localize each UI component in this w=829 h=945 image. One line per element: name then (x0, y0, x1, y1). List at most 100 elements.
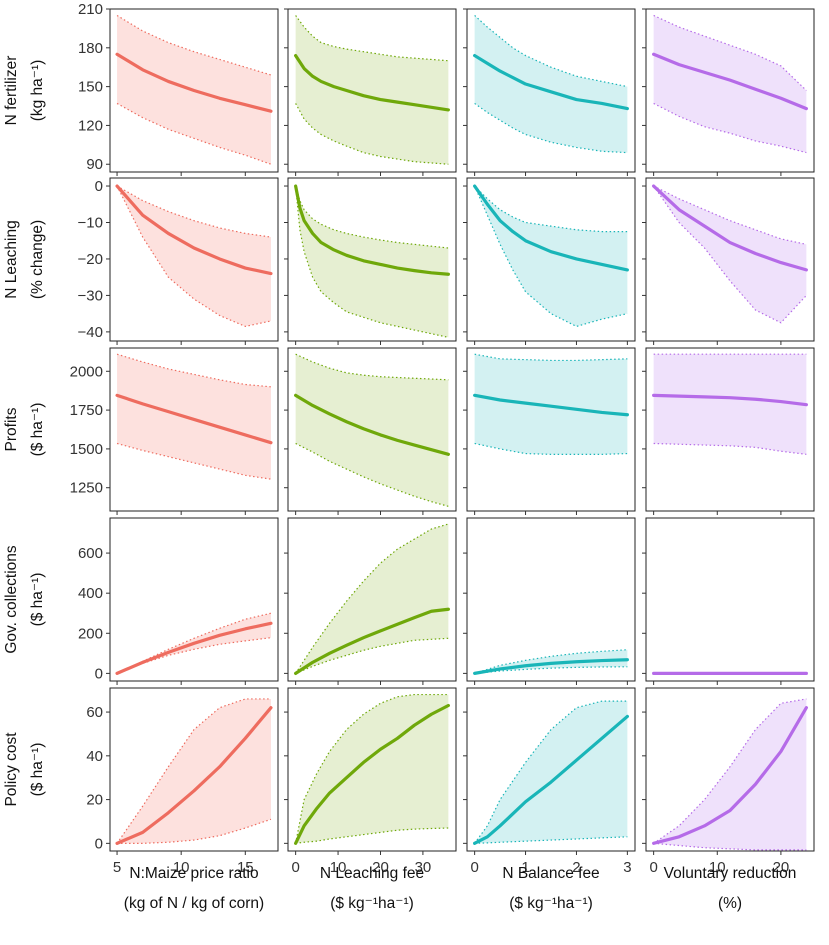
y-tick-label-profits: 2000 (70, 363, 103, 380)
panel-frame-profits-leaching (287, 347, 457, 512)
panel-frame-fertilizer-balance (466, 8, 636, 173)
panel-frame-leaching_change-voluntary (645, 177, 815, 342)
y-tick-label-fertilizer: 90 (86, 156, 103, 173)
row-title-profits: Profits (3, 407, 20, 451)
lower-bound-fertilizer-leaching (295, 103, 449, 165)
row-unit-collections: ($ ha⁻¹) (29, 573, 46, 627)
column-unit-leaching: ($ kg⁻¹ha⁻¹) (330, 895, 414, 912)
lower-bound-leaching_change-voluntary (653, 185, 807, 324)
panel-frame-collections-voluntary (645, 517, 815, 682)
lower-bound-leaching_change-price (116, 185, 272, 328)
median-line-collections-balance (473, 658, 629, 675)
row-unit-fertilizer: (kg ha⁻¹) (29, 60, 46, 122)
column-title-leaching: N Leaching fee (320, 865, 424, 882)
y-tick-label-policy_cost: 0 (95, 835, 103, 852)
upper-bound-leaching_change-leaching (295, 185, 449, 249)
x-tick-label-leaching: 20 (372, 859, 389, 876)
upper-bound-policy_cost-price (116, 698, 271, 844)
median-line-policy_cost-leaching (294, 703, 450, 845)
ribbon-profits-voluntary (653, 354, 807, 455)
ribbon-fertilizer-voluntary (653, 15, 807, 153)
panel-frame-fertilizer-price (109, 8, 279, 173)
ribbon-profits-price (117, 354, 271, 480)
x-tick-label-voluntary: 20 (773, 859, 790, 876)
column-unit-balance: ($ kg⁻¹ha⁻¹) (509, 895, 593, 912)
median-line-policy_cost-price (115, 706, 273, 845)
y-tick-label-profits: 1500 (70, 441, 103, 458)
median-line-profits-leaching (294, 393, 450, 456)
upper-bound-policy_cost-balance (474, 700, 628, 844)
panel-frame-profits-price (109, 347, 279, 512)
upper-bound-policy_cost-leaching (295, 693, 449, 844)
column-title-balance: N Balance fee (502, 865, 599, 882)
upper-bound-leaching_change-price (116, 185, 272, 238)
row-unit-policy_cost: ($ ha⁻¹) (29, 743, 46, 797)
x-tick-label-balance: 0 (470, 859, 478, 876)
median-line-fertilizer-voluntary (652, 52, 808, 111)
lower-bound-profits-price (116, 442, 272, 480)
panel-frame-policy_cost-voluntary (645, 687, 815, 852)
y-tick-label-fertilizer: 180 (78, 40, 103, 57)
median-line-fertilizer-balance (473, 53, 629, 111)
lower-bound-fertilizer-voluntary (653, 102, 807, 154)
ribbon-policy_cost-leaching (295, 694, 449, 844)
median-line-policy_cost-balance (473, 714, 629, 845)
y-tick-label-fertilizer: 150 (78, 79, 103, 96)
y-tick-label-leaching_change: −40 (78, 324, 103, 341)
x-tick-label-balance: 3 (623, 859, 631, 876)
median-line-collections-price (115, 621, 273, 675)
upper-bound-fertilizer-leaching (295, 15, 449, 62)
row-title-fertilizer: N fertilizer (3, 56, 20, 126)
upper-bound-fertilizer-price (116, 14, 272, 76)
row-title-collections: Gov. collections (3, 545, 20, 654)
x-tick-label-balance: 1 (521, 859, 529, 876)
ribbon-leaching_change-price (117, 186, 271, 327)
panel-frame-leaching_change-balance (466, 177, 636, 342)
y-tick-label-collections: 600 (78, 545, 103, 562)
panel-frame-fertilizer-voluntary (645, 8, 815, 173)
lower-bound-policy_cost-price (117, 818, 272, 844)
panel-frame-policy_cost-balance (466, 687, 636, 852)
row-unit-profits: ($ ha⁻¹) (29, 403, 46, 457)
x-tick-label-leaching: 30 (415, 859, 432, 876)
y-tick-label-profits: 1250 (70, 480, 103, 497)
median-line-leaching_change-voluntary (652, 184, 808, 272)
y-tick-label-policy_cost: 40 (86, 748, 103, 765)
y-tick-label-leaching_change: −10 (78, 214, 103, 231)
upper-bound-policy_cost-voluntary (653, 698, 807, 844)
ribbon-fertilizer-balance (474, 15, 628, 153)
lower-bound-leaching_change-leaching (295, 185, 449, 338)
median-line-profits-balance (473, 393, 629, 417)
x-tick-label-leaching: 10 (330, 859, 347, 876)
y-tick-label-collections: 200 (78, 625, 103, 642)
row-title-leaching_change: N Leaching (3, 220, 20, 298)
median-line-fertilizer-leaching (294, 53, 450, 112)
ribbon-policy_cost-balance (474, 701, 628, 844)
ribbon-profits-balance (474, 354, 628, 455)
y-tick-label-leaching_change: −20 (78, 251, 103, 268)
y-tick-label-fertilizer: 210 (78, 1, 103, 18)
upper-bound-leaching_change-voluntary (653, 185, 807, 245)
lower-bound-collections-price (116, 637, 272, 674)
panel-frame-collections-leaching (287, 517, 457, 682)
y-tick-label-collections: 400 (78, 585, 103, 602)
lower-bound-policy_cost-leaching (295, 827, 449, 844)
lower-bound-profits-leaching (295, 442, 449, 507)
y-tick-label-profits: 1750 (70, 402, 103, 419)
ribbon-policy_cost-voluntary (653, 698, 807, 850)
x-tick-label-balance: 2 (572, 859, 580, 876)
column-unit-voluntary: (%) (718, 895, 742, 912)
panel-frame-profits-balance (466, 347, 636, 512)
y-tick-label-leaching_change: 0 (95, 178, 103, 195)
panel-frame-fertilizer-leaching (287, 8, 457, 173)
median-line-fertilizer-price (115, 52, 273, 113)
panel-frame-profits-voluntary (645, 347, 815, 512)
y-tick-label-fertilizer: 120 (78, 117, 103, 134)
ribbon-collections-leaching (295, 524, 449, 674)
y-tick-label-leaching_change: −30 (78, 287, 103, 304)
lower-bound-profits-voluntary (653, 442, 807, 455)
panel-frame-collections-price (109, 517, 279, 682)
x-tick-label-voluntary: 10 (709, 859, 726, 876)
